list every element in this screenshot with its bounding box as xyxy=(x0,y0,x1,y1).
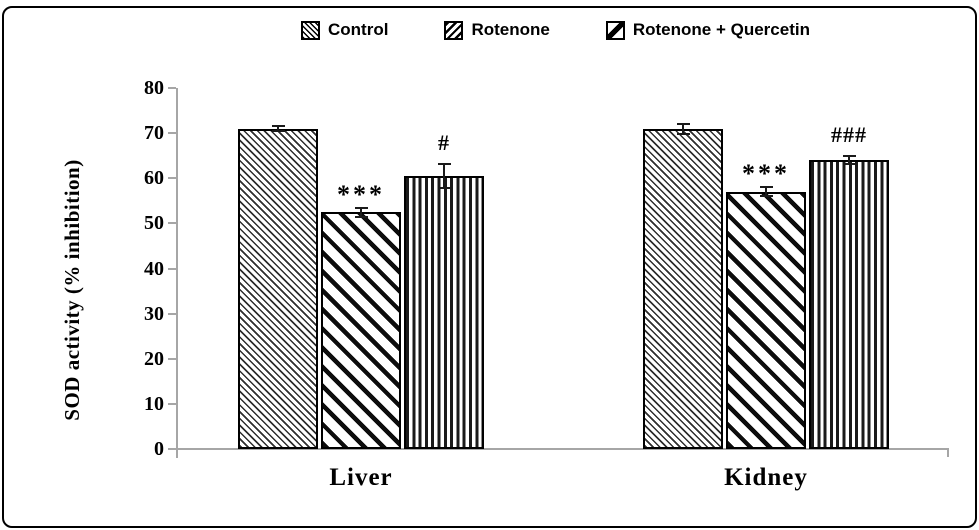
error-bar-cap-top xyxy=(354,206,368,209)
x-axis-line xyxy=(176,448,949,450)
legend-item-rotenone-quercetin: Rotenone + Quercetin xyxy=(605,20,810,40)
y-tick-label: 70 xyxy=(144,122,164,145)
error-bar xyxy=(848,156,850,165)
y-tick xyxy=(168,177,176,180)
legend-item-rotenone: Rotenone xyxy=(444,20,550,40)
significance-annotation: *** xyxy=(742,159,790,189)
legend-label-rotenone-quercetin: Rotenone + Quercetin xyxy=(632,20,810,39)
significance-annotation: # xyxy=(438,130,450,156)
error-bar-cap-top xyxy=(676,122,690,125)
y-axis-title: SOD activity (% inhibition) xyxy=(60,159,84,421)
error-bar-cap-bottom xyxy=(354,215,368,218)
y-tick xyxy=(168,357,176,360)
error-bar-cap-bottom xyxy=(759,195,773,198)
error-bar xyxy=(682,123,684,134)
y-tick xyxy=(168,87,176,89)
bar-kidney-control xyxy=(643,128,723,449)
legend-label-rotenone: Rotenone xyxy=(471,20,550,39)
y-tick xyxy=(168,222,176,225)
error-bar-cap-bottom xyxy=(271,130,285,133)
y-tick xyxy=(168,132,176,135)
y-tick-label: 0 xyxy=(154,438,164,460)
y-tick xyxy=(168,402,176,405)
bar-kidney-rotenone-quercetin xyxy=(809,160,889,449)
y-tick-label: 80 xyxy=(144,77,164,99)
y-tick xyxy=(168,312,176,315)
significance-annotation: ### xyxy=(831,122,867,148)
y-tick xyxy=(168,267,176,270)
bar-kidney-rotenone xyxy=(726,191,806,449)
error-bar-cap-top xyxy=(437,163,451,166)
legend-marker-rotenone-icon xyxy=(444,20,464,40)
error-bar-cap-top xyxy=(271,124,285,127)
y-tick-label: 10 xyxy=(144,392,164,415)
category-label-kidney: Kidney xyxy=(724,464,808,491)
legend-item-control: Control xyxy=(301,20,388,40)
error-bar xyxy=(360,207,362,217)
legend-marker-rotenone-quercetin-icon xyxy=(605,20,625,40)
legend-label-control: Control xyxy=(328,20,389,39)
y-tick-label: 40 xyxy=(144,257,164,280)
y-axis-line xyxy=(176,88,178,458)
bar-liver-rotenone-quercetin xyxy=(404,175,484,449)
legend-marker-control-icon xyxy=(301,20,321,40)
error-bar xyxy=(443,164,445,188)
bar-liver-rotenone xyxy=(321,212,401,449)
y-tick-label: 50 xyxy=(144,212,164,235)
y-tick-label: 60 xyxy=(144,167,164,190)
bar-liver-control xyxy=(238,128,318,449)
error-bar-cap-top xyxy=(842,155,856,158)
error-bar-cap-top xyxy=(759,186,773,189)
category-label-liver: Liver xyxy=(329,464,393,491)
error-bar-cap-bottom xyxy=(842,163,856,166)
significance-annotation: *** xyxy=(337,179,385,209)
error-bar-cap-bottom xyxy=(437,186,451,189)
y-tick xyxy=(168,448,176,450)
x-axis-end-tick xyxy=(947,448,949,457)
y-tick-label: 20 xyxy=(144,347,164,370)
error-bar-cap-bottom xyxy=(676,132,690,135)
error-bar xyxy=(277,125,279,132)
y-tick-label: 30 xyxy=(144,302,164,325)
error-bar xyxy=(765,187,767,197)
legend: Control Rotenone Rotenone + Quercetin xyxy=(0,20,979,40)
